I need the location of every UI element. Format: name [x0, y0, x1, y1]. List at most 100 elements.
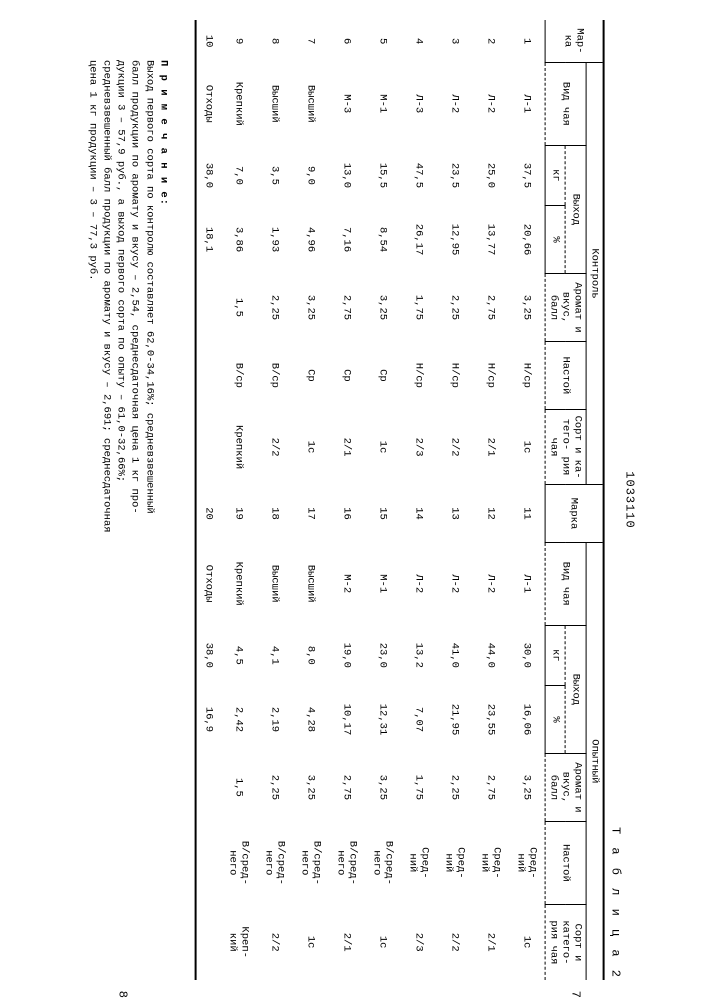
cell — [195, 821, 220, 904]
cell: Н/ср — [400, 341, 436, 409]
cell: Сред- ний — [436, 821, 472, 904]
cell: 2,75 — [328, 753, 364, 821]
cell: Отходы — [195, 62, 220, 145]
cell: 1с — [508, 409, 545, 485]
page-margin-8: 8 — [115, 991, 129, 998]
table-body: 1Л-137,520,663,25Н/ср1с11Л-130,016,063,2… — [195, 20, 545, 980]
table-row: 10Отходы38,018,120Отходы38,016,9 — [195, 20, 220, 980]
page-rotated: 1033110 7 8 Т а б л и ц а 2 Мар- ка Конт… — [85, 20, 622, 980]
cell: 7,0 — [220, 145, 256, 205]
table-row: 1Л-137,520,663,25Н/ср1с11Л-130,016,063,2… — [508, 20, 545, 980]
cell: 9,0 — [292, 145, 328, 205]
cell: 37,5 — [508, 145, 545, 205]
cell: 16,9 — [195, 686, 220, 754]
cell — [195, 341, 220, 409]
cell: 19 — [220, 485, 256, 542]
cell: 2/2 — [256, 409, 292, 485]
cell: 14 — [400, 485, 436, 542]
cell: 2,25 — [436, 274, 472, 342]
cell: 1,5 — [220, 753, 256, 821]
cell: Крепкий — [220, 409, 256, 485]
col-marka: Мар- ка — [545, 20, 604, 62]
cell: 6 — [328, 20, 364, 62]
cell: Отходы — [195, 542, 220, 625]
cell: Л-2 — [436, 62, 472, 145]
note-text: Выход первого сорта по контролю составля… — [86, 60, 155, 533]
cell: 21,95 — [436, 686, 472, 754]
cell — [195, 753, 220, 821]
cell: 19,0 — [328, 625, 364, 685]
cell: 47,5 — [400, 145, 436, 205]
cell: Высший — [292, 62, 328, 145]
cell: 18 — [256, 485, 292, 542]
col-marka2: Марка — [545, 485, 604, 542]
cell: 16,06 — [508, 686, 545, 754]
cell: 3,25 — [292, 753, 328, 821]
col-vyhod: Выход — [565, 145, 586, 273]
cell: 12,31 — [364, 686, 400, 754]
col-kontrol: Контроль — [586, 62, 604, 485]
col-aromat2: Аромат и вкус, балл — [545, 753, 586, 821]
document-number: 1033110 — [622, 471, 636, 528]
cell: 1с — [364, 904, 400, 980]
cell: 3 — [436, 20, 472, 62]
cell: В/сред- него — [256, 821, 292, 904]
cell: Крепкий — [220, 542, 256, 625]
cell: 1с — [292, 409, 328, 485]
cell: Л-2 — [400, 542, 436, 625]
cell: 1 — [508, 20, 545, 62]
cell: 17 — [292, 485, 328, 542]
cell: 23,55 — [472, 686, 508, 754]
cell: 38,0 — [195, 145, 220, 205]
cell: Н/ср — [508, 341, 545, 409]
cell: 8,0 — [292, 625, 328, 685]
cell: 2/2 — [436, 409, 472, 485]
cell: Высший — [292, 542, 328, 625]
col-aromat: Аромат и вкус, балл — [545, 274, 586, 342]
page-margin-7: 7 — [568, 991, 582, 998]
cell: 4,1 — [256, 625, 292, 685]
cell: 2/1 — [472, 409, 508, 485]
cell: 41,0 — [436, 625, 472, 685]
col-sort2: Сорт и катего- рия чая — [545, 904, 586, 980]
col-pct: % — [545, 206, 566, 274]
cell: Сред- ний — [400, 821, 436, 904]
cell: 2,25 — [256, 753, 292, 821]
cell: 15 — [364, 485, 400, 542]
cell: 2/1 — [328, 904, 364, 980]
cell: 20 — [195, 485, 220, 542]
cell: М-2 — [328, 542, 364, 625]
cell: 13 — [436, 485, 472, 542]
table-header: Мар- ка Контроль Марка Опытный Вид чая В… — [545, 20, 604, 980]
table-row: 8Высший3,51,932,25В/ср2/218Высший4,12,19… — [256, 20, 292, 980]
cell: Сред- ний — [508, 821, 545, 904]
cell: Н/ср — [436, 341, 472, 409]
col-kg: кг — [545, 145, 566, 205]
cell: 2/1 — [472, 904, 508, 980]
cell: 3,25 — [364, 753, 400, 821]
table-row: 3Л-223,512,952,25Н/ср2/213Л-241,021,952,… — [436, 20, 472, 980]
cell: 4,96 — [292, 206, 328, 274]
col-nastoy2: Настой — [545, 821, 586, 904]
table-row: 7Высший9,04,963,25Ср1с17Высший8,04,283,2… — [292, 20, 328, 980]
cell: 8 — [256, 20, 292, 62]
cell: Л-2 — [436, 542, 472, 625]
col-sort: Сорт и ка- тего- рия чая — [545, 409, 586, 485]
cell: 10 — [195, 20, 220, 62]
cell: 2/3 — [400, 409, 436, 485]
cell: 13,2 — [400, 625, 436, 685]
cell: Высший — [256, 62, 292, 145]
cell: 3,25 — [292, 274, 328, 342]
cell: Ср — [292, 341, 328, 409]
cell: 8,54 — [364, 206, 400, 274]
table-row: 4Л-347,526,171,75Н/ср2/314Л-213,27,071,7… — [400, 20, 436, 980]
cell: 15,5 — [364, 145, 400, 205]
cell: 26,17 — [400, 206, 436, 274]
cell: 4 — [400, 20, 436, 62]
cell: 10,17 — [328, 686, 364, 754]
cell: 12,95 — [436, 206, 472, 274]
cell: 2,75 — [328, 274, 364, 342]
cell: 44,0 — [472, 625, 508, 685]
cell: 2,25 — [436, 753, 472, 821]
cell — [195, 274, 220, 342]
